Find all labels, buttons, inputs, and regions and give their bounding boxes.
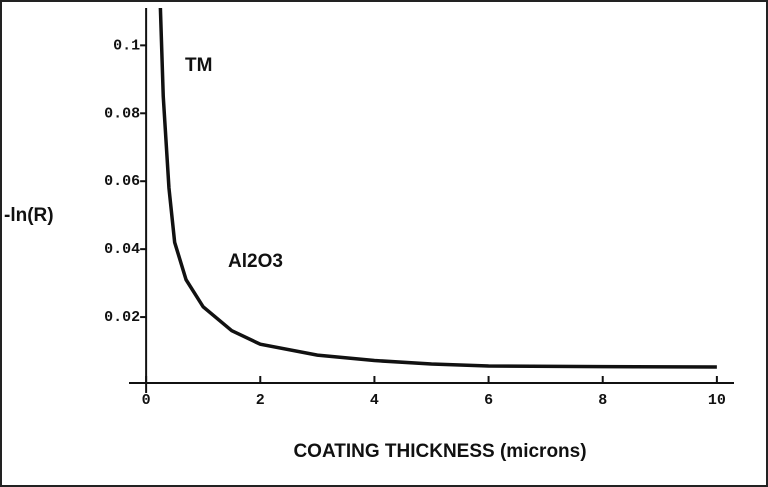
x-tick-label: 2 [256,392,265,409]
x-tick-label: 8 [598,392,607,409]
y-tick-label: 0.08 [104,105,140,122]
y-tick-label: 0.04 [104,241,140,258]
y-axis-label: -ln(R) [4,205,54,226]
x-tick-label: 4 [370,392,379,409]
x-tick-label: 6 [484,392,493,409]
annotation: TM [185,55,212,76]
y-tick-label: 0.1 [113,37,140,54]
x-axis-label: COATING THICKNESS (microns) [293,441,586,462]
y-tick-label: 0.02 [104,309,140,326]
annotation: Al2O3 [228,251,283,272]
curve [158,7,717,369]
y-tick-label: 0.06 [104,173,140,190]
x-tick-label: 0 [142,392,151,409]
x-tick-label: 10 [708,392,726,409]
